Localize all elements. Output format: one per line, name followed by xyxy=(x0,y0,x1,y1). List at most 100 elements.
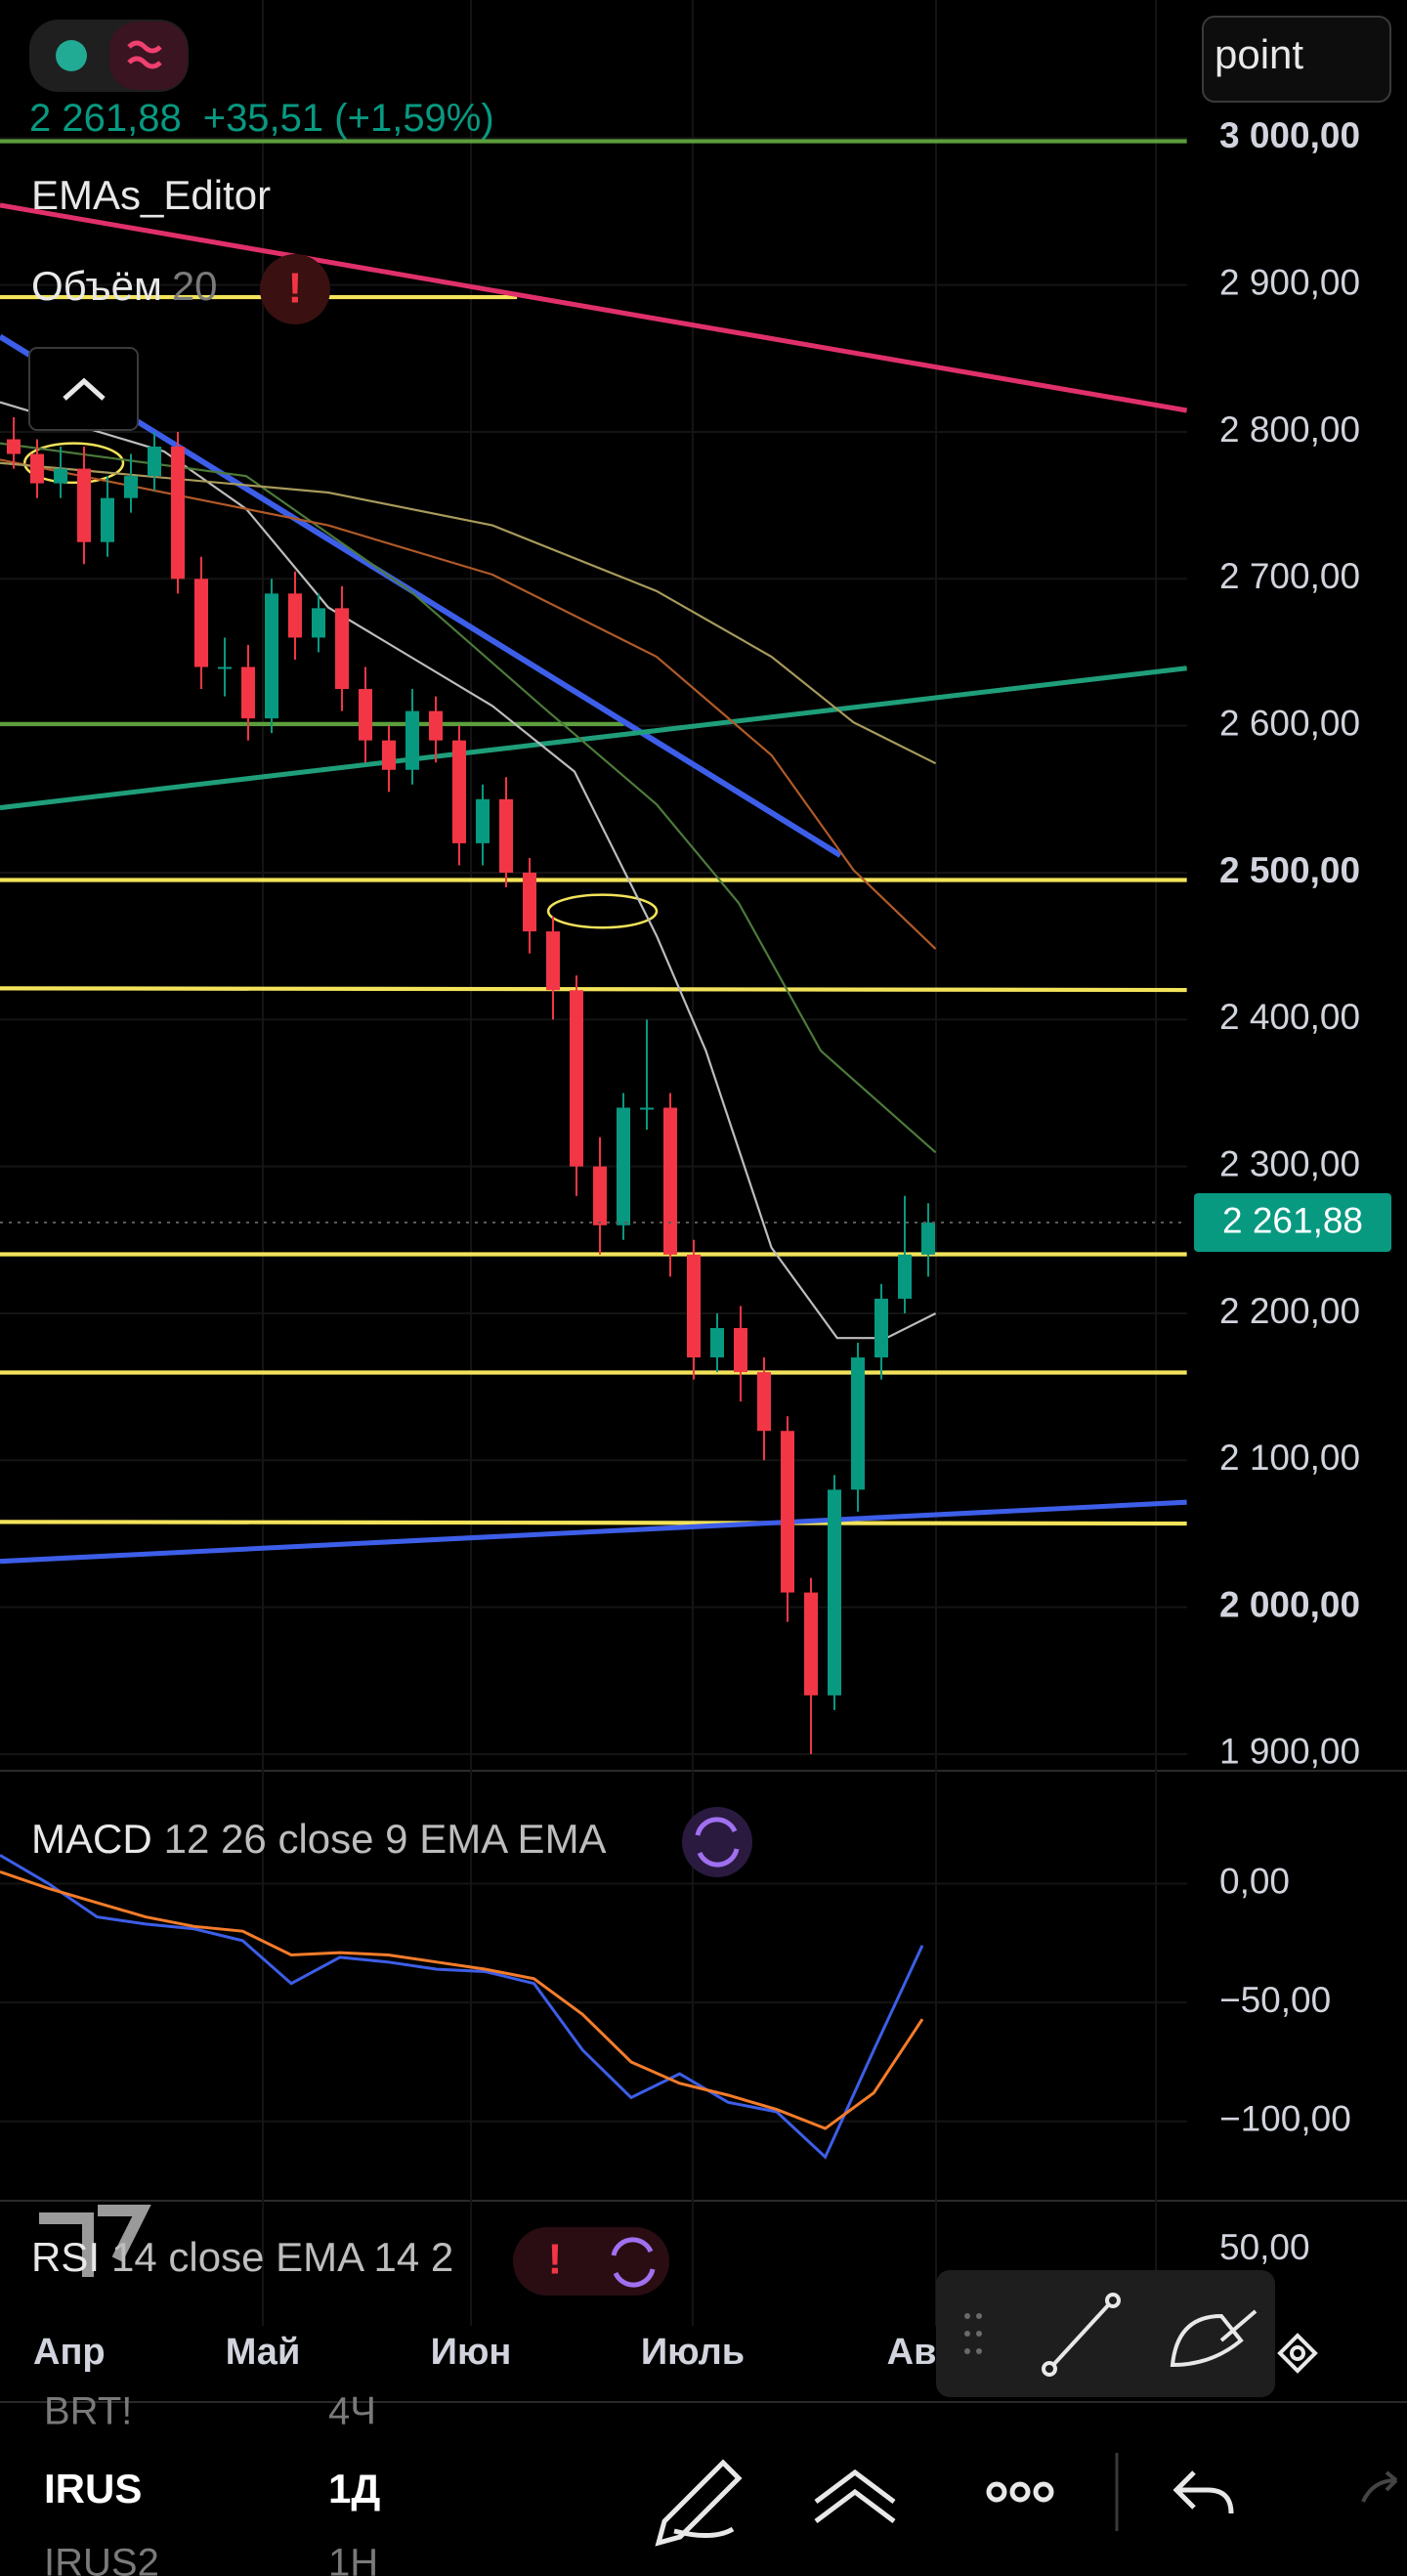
highlight-ellipse xyxy=(546,893,659,929)
ema-line xyxy=(0,442,937,1154)
y-tick-label: −100,00 xyxy=(1219,2099,1351,2139)
x-tick-label: Май xyxy=(226,2332,301,2373)
candle-body xyxy=(359,689,372,741)
error-badge[interactable] xyxy=(260,254,330,324)
indicator-name: Объём xyxy=(31,263,162,309)
sync-badge[interactable] xyxy=(682,1807,752,1877)
candle-body xyxy=(405,710,419,770)
redo-button[interactable] xyxy=(1361,2470,1398,2503)
candle-body xyxy=(851,1357,865,1490)
more-button[interactable] xyxy=(986,2481,1054,2503)
sync-icon[interactable] xyxy=(611,2237,656,2288)
candle-body xyxy=(663,1107,677,1255)
wave-icon xyxy=(127,40,162,69)
last-price-label: 2 261,88 xyxy=(1222,1201,1363,1241)
price: 2 261,88 xyxy=(29,97,182,140)
macd-params: 12 26 close 9 EMA EMA xyxy=(164,1816,607,1862)
candle-body xyxy=(7,439,21,454)
collapse-button[interactable] xyxy=(28,347,139,431)
macd-line xyxy=(0,1854,924,2160)
candle-body xyxy=(781,1431,794,1593)
candle-body xyxy=(476,798,490,843)
highlight-ellipse xyxy=(22,442,125,485)
candle-body xyxy=(452,740,466,843)
y-tick-label: 3 000,00 xyxy=(1219,115,1360,155)
patterns-button[interactable] xyxy=(814,2469,896,2523)
undo-button[interactable] xyxy=(1172,2470,1234,2514)
candle-body xyxy=(101,497,114,542)
indicator-label[interactable]: Объём 20 xyxy=(31,263,218,309)
mode-button-label: point xyxy=(1215,31,1303,77)
candle-body xyxy=(312,608,325,638)
error-icon[interactable]: ! xyxy=(548,2236,563,2284)
macd-line xyxy=(0,1869,924,2130)
y-tick-label: 2 800,00 xyxy=(1219,409,1360,450)
candle-body xyxy=(194,579,208,667)
toggle-wave-bg xyxy=(109,21,188,90)
candle-body xyxy=(288,593,302,638)
header-price: 2 261,88 +35,51 (+1,59%) xyxy=(29,97,494,140)
candle-body xyxy=(570,990,583,1167)
indicator-label[interactable]: EMAs_Editor xyxy=(31,172,271,218)
watchlist-interval[interactable]: 1Д xyxy=(328,2466,380,2512)
trend-line xyxy=(0,333,842,858)
macd-title: MACD xyxy=(31,1816,152,1862)
candle-body xyxy=(734,1328,747,1373)
y-tick-label: 2 200,00 xyxy=(1219,1291,1360,1331)
candle-body xyxy=(757,1372,771,1432)
watchlist-interval[interactable]: 1Н xyxy=(328,2542,378,2576)
watchlist-interval[interactable]: 4Ч xyxy=(328,2390,376,2433)
line-tool[interactable] xyxy=(1042,2293,1121,2377)
candle-body xyxy=(804,1592,818,1696)
rsi-label[interactable]: RSI 14 close EMA 14 2 xyxy=(31,2234,453,2280)
rsi-title: RSI xyxy=(31,2234,100,2280)
candle-body xyxy=(335,608,349,690)
candle-body xyxy=(218,666,232,669)
x-tick-label: Июн xyxy=(431,2332,512,2373)
macd-pane: 0,00 −50,00 −100,00 xyxy=(0,1854,1351,2160)
candle-body xyxy=(265,593,278,719)
y-tick-label: 2 600,00 xyxy=(1219,703,1360,743)
sync-icon xyxy=(695,1817,740,1868)
y-tick-label: 2 300,00 xyxy=(1219,1143,1360,1183)
toggle-dot xyxy=(56,40,87,71)
candle-body xyxy=(874,1298,888,1358)
trend-line xyxy=(0,665,1187,811)
candle-body xyxy=(898,1254,912,1299)
macd-label[interactable]: MACD 12 26 close 9 EMA EMA xyxy=(31,1816,607,1862)
trend-line xyxy=(0,1499,1187,1565)
watchlist-symbol[interactable]: BRT! xyxy=(44,2390,132,2433)
x-tick-label: Июль xyxy=(641,2332,745,2373)
settings-dot xyxy=(1290,2345,1305,2361)
logo xyxy=(39,2205,151,2277)
indicator-param: 20 xyxy=(172,263,218,309)
candle-body xyxy=(546,931,560,991)
drawing-toolbar xyxy=(936,2270,1275,2397)
mode-button[interactable] xyxy=(1202,16,1391,103)
rsi-badges xyxy=(513,2227,669,2296)
candle-body xyxy=(148,447,161,477)
level-line xyxy=(0,1520,1187,1526)
y-tick-label: 1 900,00 xyxy=(1219,1732,1360,1772)
rsi-params: 14 close EMA 14 2 xyxy=(111,2234,453,2280)
drag-handle[interactable] xyxy=(964,2313,982,2354)
candles: 2 261,88 xyxy=(0,416,1391,1754)
chevron-icon xyxy=(63,377,106,401)
ema-line xyxy=(0,458,937,950)
brush-tool[interactable] xyxy=(1170,2309,1258,2368)
candle-body xyxy=(171,447,185,580)
x-tick-label: Апр xyxy=(33,2332,106,2373)
candle-body xyxy=(241,666,255,719)
candle-body xyxy=(523,872,536,932)
watchlist-symbol[interactable]: IRUS xyxy=(44,2466,142,2512)
settings-tool[interactable] xyxy=(1277,2333,1318,2374)
watchlist-symbol[interactable]: IRUS2 xyxy=(44,2542,159,2576)
y-tick-label: 2 000,00 xyxy=(1219,1584,1360,1624)
candle-body xyxy=(30,453,44,484)
pencil-button[interactable] xyxy=(655,2459,743,2547)
candle-body xyxy=(499,798,513,873)
candle-body xyxy=(429,710,443,741)
rsi-tick-label: 50,00 xyxy=(1219,2227,1310,2267)
